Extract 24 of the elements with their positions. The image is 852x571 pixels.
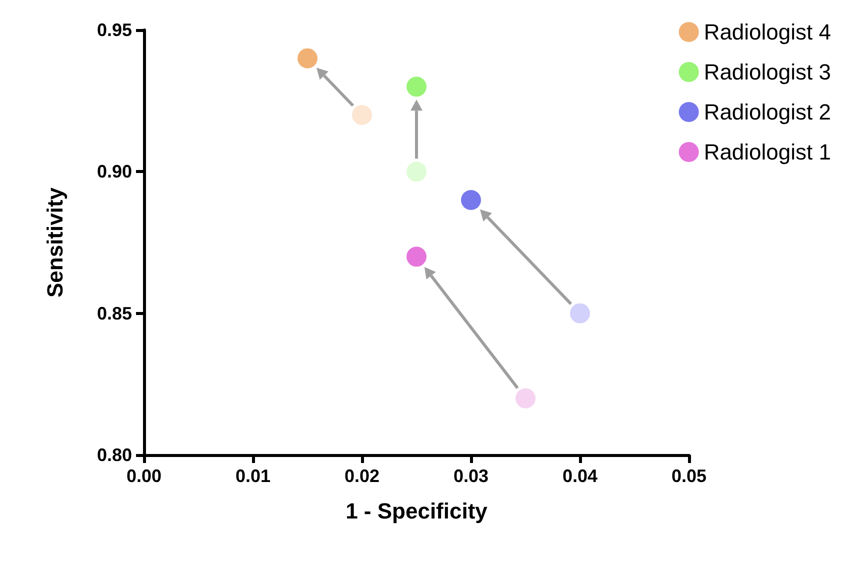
point (461, 190, 481, 210)
point (298, 48, 318, 68)
x-axis-title: 1 - Specificity (346, 498, 488, 524)
x-tick-label: 0.05 (671, 466, 707, 486)
x-tick-label: 0.02 (344, 466, 380, 486)
y-axis-title: Sensitivity (42, 186, 68, 298)
point (570, 303, 590, 324)
point (406, 76, 426, 97)
point (516, 388, 536, 408)
y-tick-label: 0.95 (96, 20, 132, 40)
point (352, 105, 372, 125)
legend-label: Radiologist 4 (704, 20, 831, 44)
point (406, 246, 426, 267)
legend-label: Radiologist 3 (704, 60, 831, 84)
x-tick-label: 0.01 (235, 466, 271, 486)
x-tick-label: 0.00 (126, 466, 162, 486)
x-tick-label: 0.04 (562, 466, 598, 486)
legend-label: Radiologist 1 (704, 140, 831, 164)
point (406, 162, 426, 182)
x-tick-label: 0.03 (453, 466, 489, 486)
y-tick-label: 0.90 (96, 162, 132, 182)
y-tick-label: 0.80 (96, 445, 132, 465)
legend-label: Radiologist 2 (704, 100, 831, 124)
y-tick-label: 0.85 (96, 303, 132, 324)
